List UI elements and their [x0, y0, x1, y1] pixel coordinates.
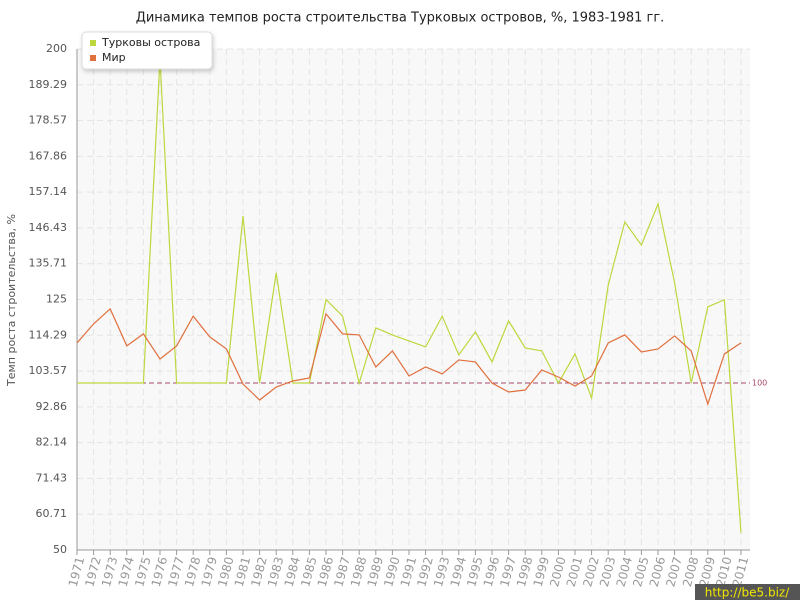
data-line [77, 58, 742, 534]
data-line [76, 307, 742, 406]
y-tick-label: 135.71 [29, 257, 68, 270]
legend-marker [90, 55, 96, 61]
legend-marker [90, 40, 96, 46]
y-tick-label: 146.43 [29, 221, 68, 234]
y-tick-label: 200 [46, 42, 67, 55]
y-tick-label: 114.29 [29, 328, 68, 341]
y-tick-label: 60.71 [36, 507, 68, 520]
y-tick-label: 103.57 [29, 364, 68, 377]
y-tick-label: 92.86 [36, 400, 68, 413]
chart-title: Динамика темпов роста строительства Турк… [136, 11, 665, 26]
y-tick-label: 178.57 [29, 114, 68, 127]
legend-label: Турковы острова [101, 36, 200, 49]
y-axis-label: Темп роста строительства, % [5, 214, 18, 387]
watermark: http://be5.biz/ [705, 586, 790, 600]
y-tick-label: 125 [46, 293, 67, 306]
y-tick-label: 50 [53, 543, 67, 556]
legend-box [81, 31, 213, 70]
y-tick-label: 189.29 [29, 78, 68, 91]
y-tick-label: 82.14 [36, 436, 68, 449]
y-tick-label: 167.86 [29, 149, 68, 162]
y-tick-label: 71.43 [36, 471, 68, 484]
watermark-bg [695, 584, 800, 600]
reference-label: 100 [752, 379, 767, 388]
y-tick-label: 157.14 [29, 185, 68, 198]
legend-label: Мир [102, 51, 126, 64]
